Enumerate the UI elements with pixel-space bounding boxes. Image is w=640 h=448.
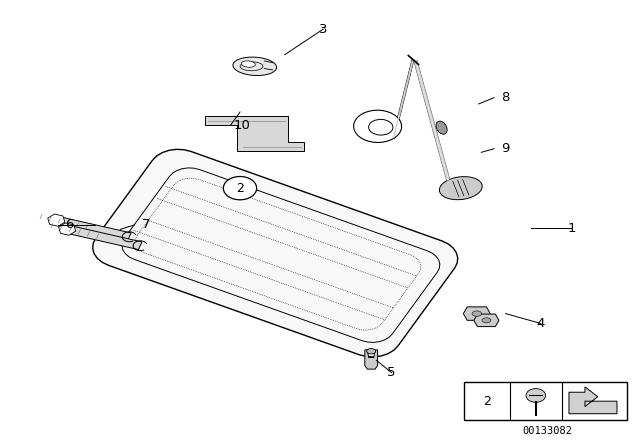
Text: 4: 4 [536,317,545,330]
Ellipse shape [472,311,482,316]
Circle shape [223,177,257,200]
Text: 3: 3 [319,22,328,36]
Text: 2: 2 [483,395,491,408]
Text: 1: 1 [567,222,576,235]
Ellipse shape [369,119,393,135]
Polygon shape [93,149,458,357]
Polygon shape [48,214,65,226]
Polygon shape [365,350,378,369]
Polygon shape [65,225,142,250]
Ellipse shape [367,349,376,354]
Ellipse shape [440,177,482,200]
Text: 8: 8 [501,91,510,104]
Text: 6: 6 [65,218,74,232]
Ellipse shape [436,121,447,134]
Text: 5: 5 [387,366,396,379]
Polygon shape [474,314,499,327]
Ellipse shape [241,61,255,67]
Text: 00133082: 00133082 [522,426,572,436]
Ellipse shape [482,318,491,323]
Text: 2: 2 [236,181,244,195]
Polygon shape [569,387,617,414]
Polygon shape [59,223,76,235]
Polygon shape [54,216,131,241]
Text: 7: 7 [141,218,150,232]
Circle shape [526,388,545,402]
Polygon shape [233,57,276,76]
Text: 9: 9 [501,142,510,155]
Ellipse shape [354,110,401,142]
Polygon shape [463,307,490,320]
Polygon shape [205,116,304,151]
Text: 10: 10 [234,119,250,132]
Bar [464,382,627,420]
